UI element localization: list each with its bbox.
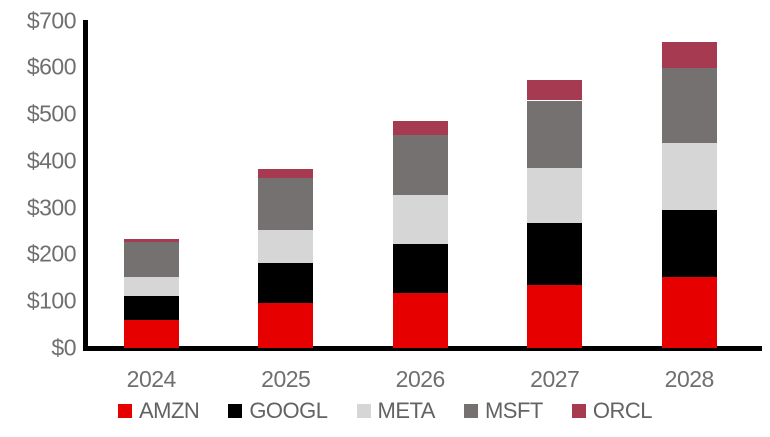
legend-item-googl: GOOGL	[228, 398, 328, 424]
y-axis-line	[83, 20, 88, 351]
bar-segment-meta-2027	[527, 167, 583, 224]
bar-segment-meta-2024	[123, 277, 179, 296]
legend-label: GOOGL	[249, 398, 328, 423]
bar-segment-msft-2026	[392, 135, 448, 195]
legend-label: MSFT	[484, 398, 543, 423]
bar-segment-meta-2025	[258, 229, 314, 264]
legend-marker-icon	[571, 404, 586, 418]
legend-marker-icon	[356, 404, 371, 418]
bar-segment-googl-2028	[661, 209, 717, 277]
bar-segment-meta-2028	[661, 143, 717, 210]
y-tick-label: $200	[26, 240, 77, 267]
x-axis-line	[83, 346, 762, 351]
bar-segment-amzn-2024	[123, 319, 179, 348]
y-tick-label: $0	[51, 334, 76, 361]
bar-segment-amzn-2026	[392, 293, 448, 348]
x-tick-label-2025: 2025	[261, 366, 311, 392]
bar-segment-googl-2027	[527, 223, 583, 285]
legend: AMZN GOOGL META MSFT ORCL	[0, 398, 770, 424]
x-tick-label-2027: 2027	[530, 366, 580, 392]
legend-label: META	[377, 398, 436, 423]
legend-label: AMZN	[138, 398, 200, 423]
y-tick-label: $400	[26, 147, 77, 174]
x-tick-label-2026: 2026	[395, 366, 446, 392]
legend-item-orcl: ORCL	[571, 398, 653, 424]
x-tick-label-2024: 2024	[126, 366, 177, 392]
bar-segment-orcl-2024	[123, 238, 179, 243]
legend-marker-icon	[117, 404, 132, 418]
legend-marker-icon	[463, 404, 478, 418]
bar-segment-msft-2028	[661, 67, 717, 144]
y-tick-label: $300	[26, 194, 77, 221]
bar-segment-orcl-2025	[258, 168, 314, 179]
bar-segment-googl-2025	[258, 263, 314, 304]
bar-segment-orcl-2026	[392, 121, 448, 136]
y-tick-label: $600	[26, 53, 77, 80]
bar-segment-msft-2025	[258, 178, 314, 230]
bar-segment-amzn-2025	[258, 303, 314, 348]
bar-segment-googl-2026	[392, 244, 448, 294]
bar-segment-msft-2024	[123, 242, 179, 278]
bar-segment-orcl-2028	[661, 41, 717, 68]
y-tick-label: $700	[26, 7, 77, 33]
legend-item-amzn: AMZN	[117, 398, 200, 424]
bar-segment-googl-2024	[123, 295, 179, 320]
bar-segment-orcl-2027	[527, 80, 583, 101]
bar-segment-amzn-2027	[527, 284, 583, 348]
x-tick-label-2028: 2028	[664, 366, 715, 392]
legend-label: ORCL	[592, 398, 653, 423]
bar-segment-meta-2026	[392, 195, 448, 245]
bar-segment-msft-2027	[527, 100, 583, 168]
y-tick-label: $500	[26, 100, 77, 127]
bar-segment-amzn-2028	[661, 276, 717, 348]
legend-item-meta: META	[356, 398, 436, 424]
legend-item-msft: MSFT	[463, 398, 543, 424]
legend-marker-icon	[228, 404, 243, 418]
y-tick-label: $100	[26, 287, 77, 314]
